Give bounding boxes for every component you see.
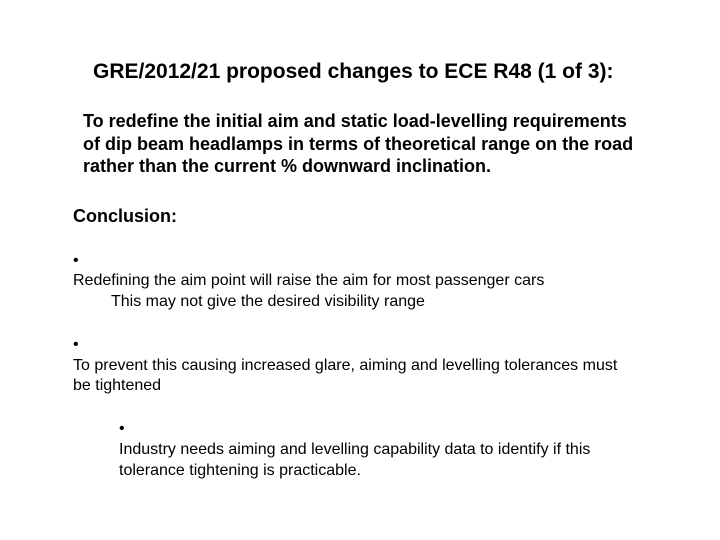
bullet-dot-icon: • — [119, 419, 133, 440]
intro-paragraph: To redefine the initial aim and static l… — [83, 110, 645, 178]
bullet-text: Redefining the aim point will raise the … — [73, 271, 627, 313]
sub-bullet-item: • Industry needs aiming and levelling ca… — [119, 419, 645, 481]
bullet-item-1: • Redefining the aim point will raise th… — [73, 251, 645, 313]
bullet-item-2: • To prevent this causing increased glar… — [73, 335, 645, 397]
slide-title: GRE/2012/21 proposed changes to ECE R48 … — [93, 60, 665, 84]
bullet-subline: This may not give the desired visibility… — [111, 292, 627, 313]
sub-bullet-text: Industry needs aiming and levelling capa… — [119, 440, 627, 482]
conclusion-heading: Conclusion: — [73, 206, 665, 227]
bullet-dot-icon: • — [73, 251, 87, 272]
bullet-dot-icon: • — [73, 335, 87, 356]
bullet-text: To prevent this causing increased glare,… — [73, 356, 627, 398]
slide-container: GRE/2012/21 proposed changes to ECE R48 … — [0, 0, 720, 540]
bullet-line: Redefining the aim point will raise the … — [73, 272, 544, 289]
